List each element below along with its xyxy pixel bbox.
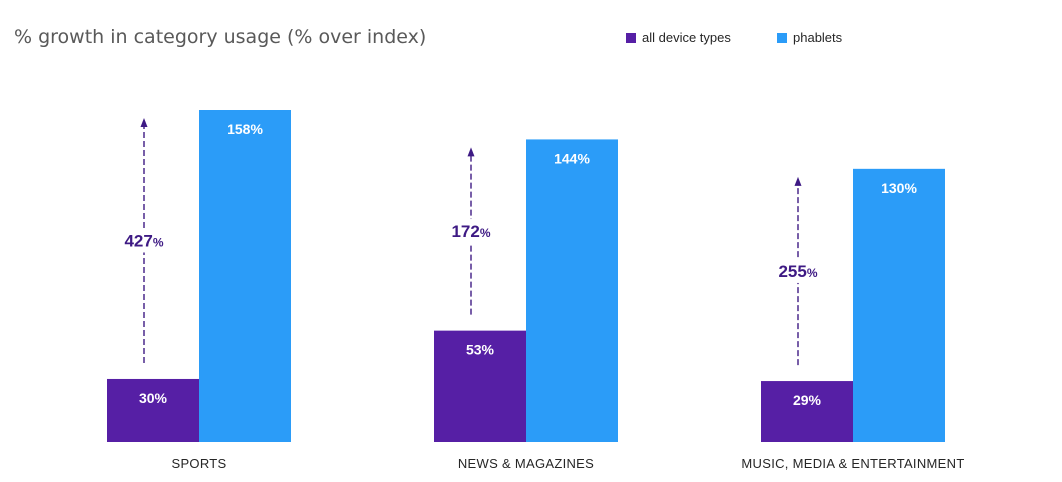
growth-label: 427% — [124, 231, 163, 250]
growth-arrowhead — [794, 176, 802, 186]
growth-label-bg — [441, 219, 501, 244]
bar-value-label: 30% — [139, 390, 168, 406]
growth-arrowhead — [467, 147, 475, 157]
legend-item-phablets: phablets — [777, 30, 842, 45]
growth-label-bg — [768, 258, 828, 283]
legend-label-phablets: phablets — [793, 30, 843, 45]
legend-swatch-all-device-types — [626, 32, 636, 43]
bar-phablets — [853, 168, 945, 442]
bar-all-device-types — [761, 381, 853, 442]
category-label: SPORTS — [171, 456, 226, 471]
legend-swatch-phablets — [777, 32, 787, 43]
bar-value-label: 158% — [227, 121, 263, 137]
bar-value-label: 53% — [466, 342, 495, 358]
bar-phablets — [199, 110, 291, 442]
growth-label-bg — [114, 228, 174, 253]
bar-value-label: 130% — [881, 180, 917, 196]
chart-title: % growth in category usage (% over index… — [14, 26, 427, 48]
bar-phablets — [526, 139, 618, 442]
bar-value-label: 29% — [793, 392, 822, 408]
growth-label: 172% — [451, 222, 490, 241]
legend-item-all-device-types: all device types — [626, 30, 731, 45]
category-label: NEWS & MAGAZINES — [458, 456, 594, 471]
bar-all-device-types — [434, 330, 526, 442]
legend-label-all-device-types: all device types — [642, 30, 731, 45]
bar-value-label: 144% — [554, 150, 590, 166]
bar-all-device-types — [107, 378, 199, 442]
category-label: MUSIC, MEDIA & ENTERTAINMENT — [741, 456, 964, 471]
growth-label: 255% — [778, 262, 817, 281]
growth-arrowhead — [140, 118, 148, 127]
